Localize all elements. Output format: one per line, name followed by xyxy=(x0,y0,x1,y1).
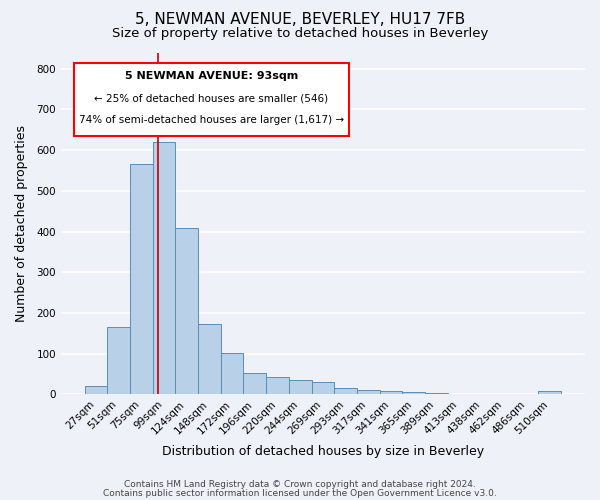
Bar xyxy=(357,390,380,394)
Bar xyxy=(380,391,403,394)
Text: Contains public sector information licensed under the Open Government Licence v3: Contains public sector information licen… xyxy=(103,488,497,498)
Bar xyxy=(175,228,198,394)
Text: 74% of semi-detached houses are larger (1,617) →: 74% of semi-detached houses are larger (… xyxy=(79,115,344,125)
Bar xyxy=(403,392,425,394)
Bar xyxy=(425,393,448,394)
Bar xyxy=(198,324,221,394)
Text: 5 NEWMAN AVENUE: 93sqm: 5 NEWMAN AVENUE: 93sqm xyxy=(125,71,298,81)
Bar xyxy=(85,386,107,394)
FancyBboxPatch shape xyxy=(74,63,349,136)
Text: Contains HM Land Registry data © Crown copyright and database right 2024.: Contains HM Land Registry data © Crown c… xyxy=(124,480,476,489)
Text: 5, NEWMAN AVENUE, BEVERLEY, HU17 7FB: 5, NEWMAN AVENUE, BEVERLEY, HU17 7FB xyxy=(135,12,465,28)
Bar xyxy=(153,142,175,395)
Bar xyxy=(266,377,289,394)
Bar xyxy=(289,380,311,394)
Bar xyxy=(538,391,561,394)
Text: ← 25% of detached houses are smaller (546): ← 25% of detached houses are smaller (54… xyxy=(94,93,329,103)
Bar xyxy=(107,328,130,394)
Bar xyxy=(334,388,357,394)
Bar xyxy=(244,373,266,394)
Y-axis label: Number of detached properties: Number of detached properties xyxy=(15,125,28,322)
Text: Size of property relative to detached houses in Beverley: Size of property relative to detached ho… xyxy=(112,28,488,40)
Bar xyxy=(221,353,244,395)
Bar xyxy=(130,164,153,394)
X-axis label: Distribution of detached houses by size in Beverley: Distribution of detached houses by size … xyxy=(162,444,484,458)
Bar xyxy=(311,382,334,394)
